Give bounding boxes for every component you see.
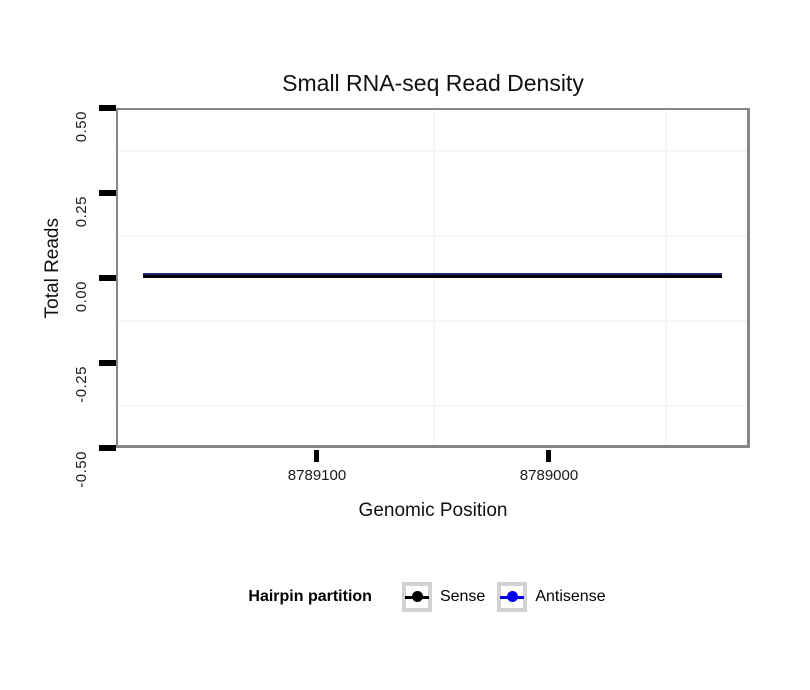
- legend-title: Hairpin partition: [248, 588, 372, 605]
- y-tick-label-000: 0.00: [73, 281, 90, 313]
- x-tick-mark-8789100: [314, 450, 319, 462]
- y-axis-title: Total Reads: [42, 218, 63, 319]
- legend-key-sense: [401, 582, 432, 612]
- y-tick-mark-neg050: [99, 445, 116, 451]
- minor-gridline-y-neg0125: [118, 320, 747, 322]
- plot-title: Small RNA-seq Read Density: [282, 70, 584, 96]
- y-tick-mark-050: [99, 105, 116, 111]
- antisense-point-icon: [507, 591, 519, 602]
- zero-read-density-lines: [143, 273, 722, 278]
- minor-gridline-y-neg0375: [118, 405, 747, 407]
- y-tick-mark-neg025: [99, 360, 116, 366]
- x-tick-mark-8789000: [546, 450, 551, 462]
- x-axis-title: Genomic Position: [358, 500, 508, 521]
- y-tick-label-neg025: -0.25: [73, 366, 90, 403]
- x-tick-label-8789000: 8789000: [519, 467, 579, 484]
- plot-panel: [116, 108, 750, 448]
- y-tick-mark-000: [99, 275, 116, 281]
- legend-label-sense: Sense: [439, 588, 486, 605]
- sense-series-line: [143, 275, 722, 278]
- legend-key-antisense: [497, 582, 528, 612]
- minor-gridline-y-0375: [118, 150, 747, 152]
- y-tick-label-025: 0.25: [73, 196, 90, 228]
- antisense-series-line: [143, 273, 722, 276]
- y-tick-label-050: 0.50: [73, 111, 90, 143]
- y-tick-label-neg050: -0.50: [73, 451, 90, 488]
- minor-gridline-y-0125: [118, 235, 747, 237]
- legend: Hairpin partition Sense Antisense: [116, 580, 750, 614]
- y-tick-mark-025: [99, 190, 116, 196]
- sense-point-icon: [411, 591, 423, 602]
- x-tick-label-8789100: 8789100: [287, 467, 347, 484]
- legend-label-antisense: Antisense: [535, 588, 606, 605]
